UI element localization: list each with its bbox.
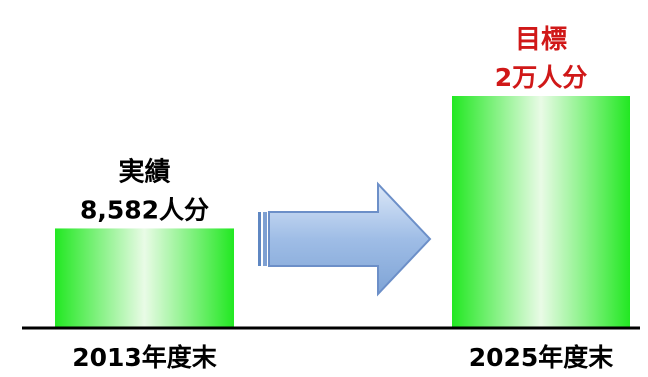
annotation-heading-2: 目標	[515, 25, 567, 55]
arrow-right-icon	[258, 181, 432, 297]
bar-1	[55, 228, 234, 328]
bar-2	[452, 96, 630, 328]
annotation-value-2: 2万人分	[495, 63, 587, 92]
x-tick-label-1: 2013年度末	[72, 343, 217, 372]
annotation-value-1: 8,582人分	[80, 195, 209, 224]
x-tick-label-2: 2025年度末	[469, 343, 614, 372]
annotation-heading-1: 実績	[118, 156, 170, 187]
